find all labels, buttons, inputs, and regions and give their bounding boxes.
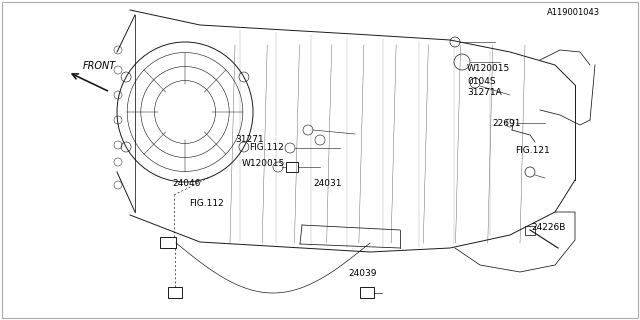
Text: A119001043: A119001043 xyxy=(547,8,600,17)
Text: 24046: 24046 xyxy=(173,180,201,188)
Text: FIG.121: FIG.121 xyxy=(515,146,550,155)
Text: FIG.112: FIG.112 xyxy=(189,199,223,208)
Bar xyxy=(360,287,374,298)
Text: W120015: W120015 xyxy=(242,159,285,168)
Text: 24226B: 24226B xyxy=(531,223,566,232)
Text: 31271: 31271 xyxy=(236,135,264,144)
Text: W120015: W120015 xyxy=(467,64,511,73)
Text: 31271A: 31271A xyxy=(467,88,502,97)
Text: 24031: 24031 xyxy=(314,180,342,188)
Text: FIG.112: FIG.112 xyxy=(250,143,284,152)
Bar xyxy=(168,287,182,298)
Bar xyxy=(160,237,176,248)
Bar xyxy=(525,226,535,235)
Bar xyxy=(286,162,298,172)
Text: 24039: 24039 xyxy=(349,269,378,278)
Text: 0104S: 0104S xyxy=(467,77,496,86)
Text: 22691: 22691 xyxy=(493,119,522,128)
Text: FRONT: FRONT xyxy=(83,60,116,71)
